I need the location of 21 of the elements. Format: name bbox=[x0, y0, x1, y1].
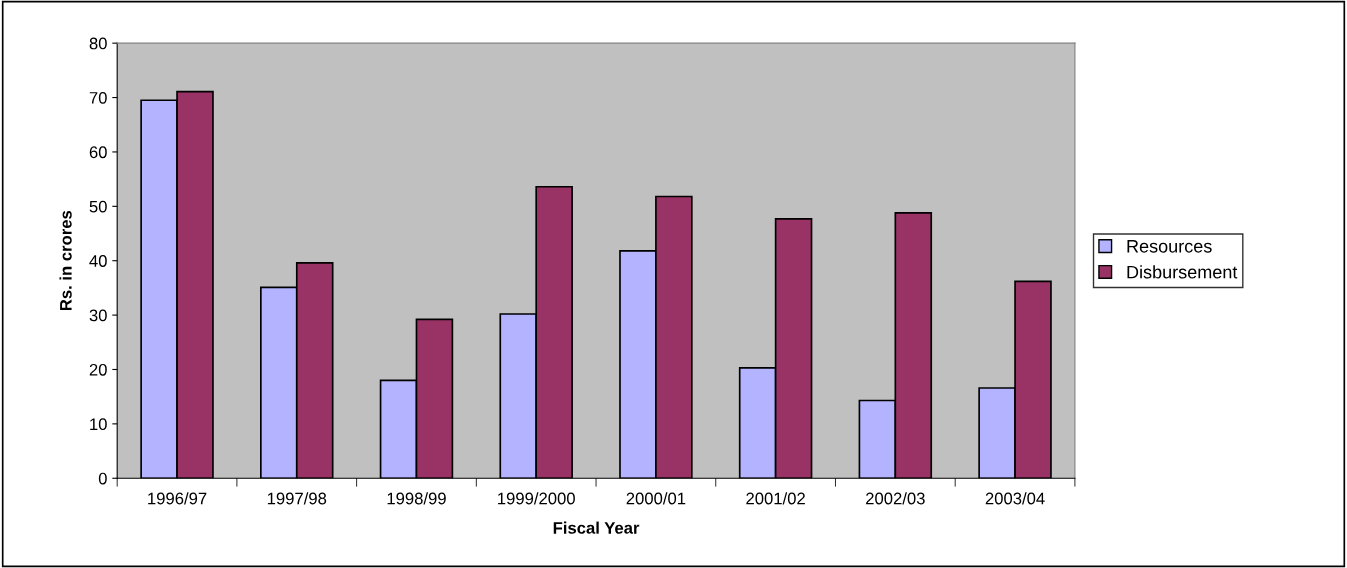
x-tick-label: 1996/97 bbox=[148, 492, 207, 505]
y-tick-label: 30 bbox=[89, 309, 107, 322]
legend-label: Resources bbox=[1127, 240, 1212, 253]
y-tick-label: 80 bbox=[89, 37, 107, 50]
y-tick-label: 0 bbox=[98, 472, 107, 485]
x-tick-label: 2001/02 bbox=[746, 492, 805, 505]
x-tick-label: 1999/2000 bbox=[498, 492, 575, 505]
y-tick-label: 20 bbox=[89, 363, 107, 376]
legend-label: Disbursement bbox=[1127, 265, 1238, 279]
y-tick-label: 50 bbox=[89, 200, 107, 213]
y-axis-title: Rs. in crores bbox=[59, 210, 72, 311]
y-tick-label: 10 bbox=[90, 418, 107, 431]
y-tick-label: 40 bbox=[89, 255, 107, 267]
x-axis-title: Fiscal Year bbox=[553, 521, 640, 534]
y-tick-label: 60 bbox=[89, 146, 107, 159]
x-tick-label: 2002/03 bbox=[866, 492, 925, 505]
y-tick-label: 70 bbox=[89, 91, 107, 104]
x-tick-label: 1998/99 bbox=[387, 492, 446, 505]
x-tick-label: 2000/01 bbox=[626, 492, 686, 505]
x-tick-label: 1997/98 bbox=[267, 492, 327, 505]
x-tick-label: 2003/04 bbox=[985, 492, 1045, 505]
